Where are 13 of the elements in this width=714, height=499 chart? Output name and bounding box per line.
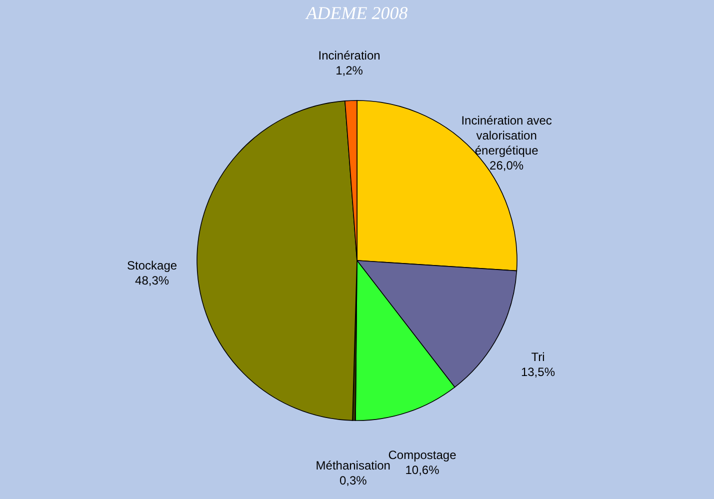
data-label: 48,3% <box>135 273 170 288</box>
data-label: 0,3% <box>339 473 368 488</box>
slice-label: Tri <box>531 350 545 364</box>
data-label: 13,5% <box>520 364 556 379</box>
chart-title: ADEME 2008 <box>305 3 408 23</box>
slice-label: Incinération <box>318 48 380 63</box>
data-label: 26,0% <box>490 158 524 172</box>
data-label: 1,2% <box>336 64 364 78</box>
data-label: 10,6% <box>405 462 440 477</box>
slice-label: Incinération avec valorisation énergétique <box>461 113 552 158</box>
slice-label: Méthanisation <box>316 458 390 472</box>
slice-label: Stockage <box>127 258 178 272</box>
slice-label: Compostage <box>388 448 457 462</box>
